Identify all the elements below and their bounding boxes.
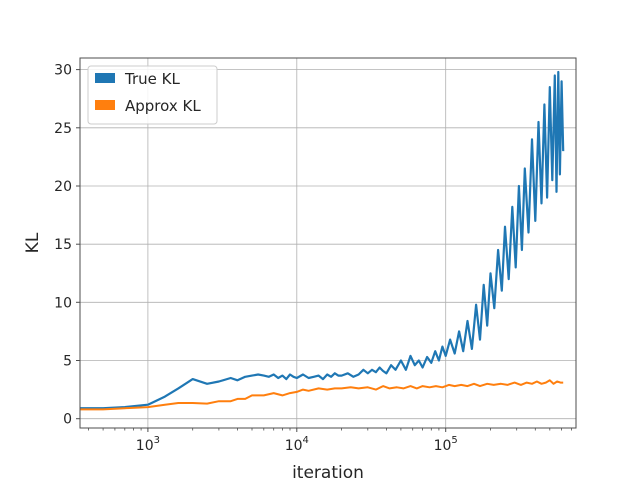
legend-label-true-kl: True KL: [124, 70, 180, 88]
minor-ticks: [88, 428, 572, 431]
x-axis-label: iteration: [292, 463, 364, 480]
series-line-approx-kl: [80, 379, 564, 411]
y-axis-label: KL: [23, 232, 43, 253]
x-tick-label: 105: [434, 435, 458, 454]
series-lines: [80, 70, 565, 411]
y-tick-label: 10: [54, 295, 72, 311]
major-ticks: [76, 69, 447, 432]
y-tick-label: 5: [63, 354, 72, 370]
plot-frame: [79, 57, 577, 429]
x-tick-label: 103: [136, 435, 160, 454]
y-tick-label: 0: [63, 412, 72, 428]
legend-swatch-approx-kl: [95, 100, 115, 110]
y-tick-label: 25: [54, 121, 72, 137]
x-tick-label: 104: [285, 435, 309, 454]
legend: True KL Approx KL: [87, 65, 218, 125]
y-tick-label: 20: [54, 179, 72, 195]
series-line-true-kl: [80, 70, 565, 410]
legend-swatch-true-kl: [95, 73, 115, 83]
legend-box: [87, 65, 218, 125]
y-tick-label: 30: [54, 63, 72, 79]
y-tick-label: 15: [54, 237, 72, 253]
legend-label-approx-kl: Approx KL: [125, 97, 201, 115]
